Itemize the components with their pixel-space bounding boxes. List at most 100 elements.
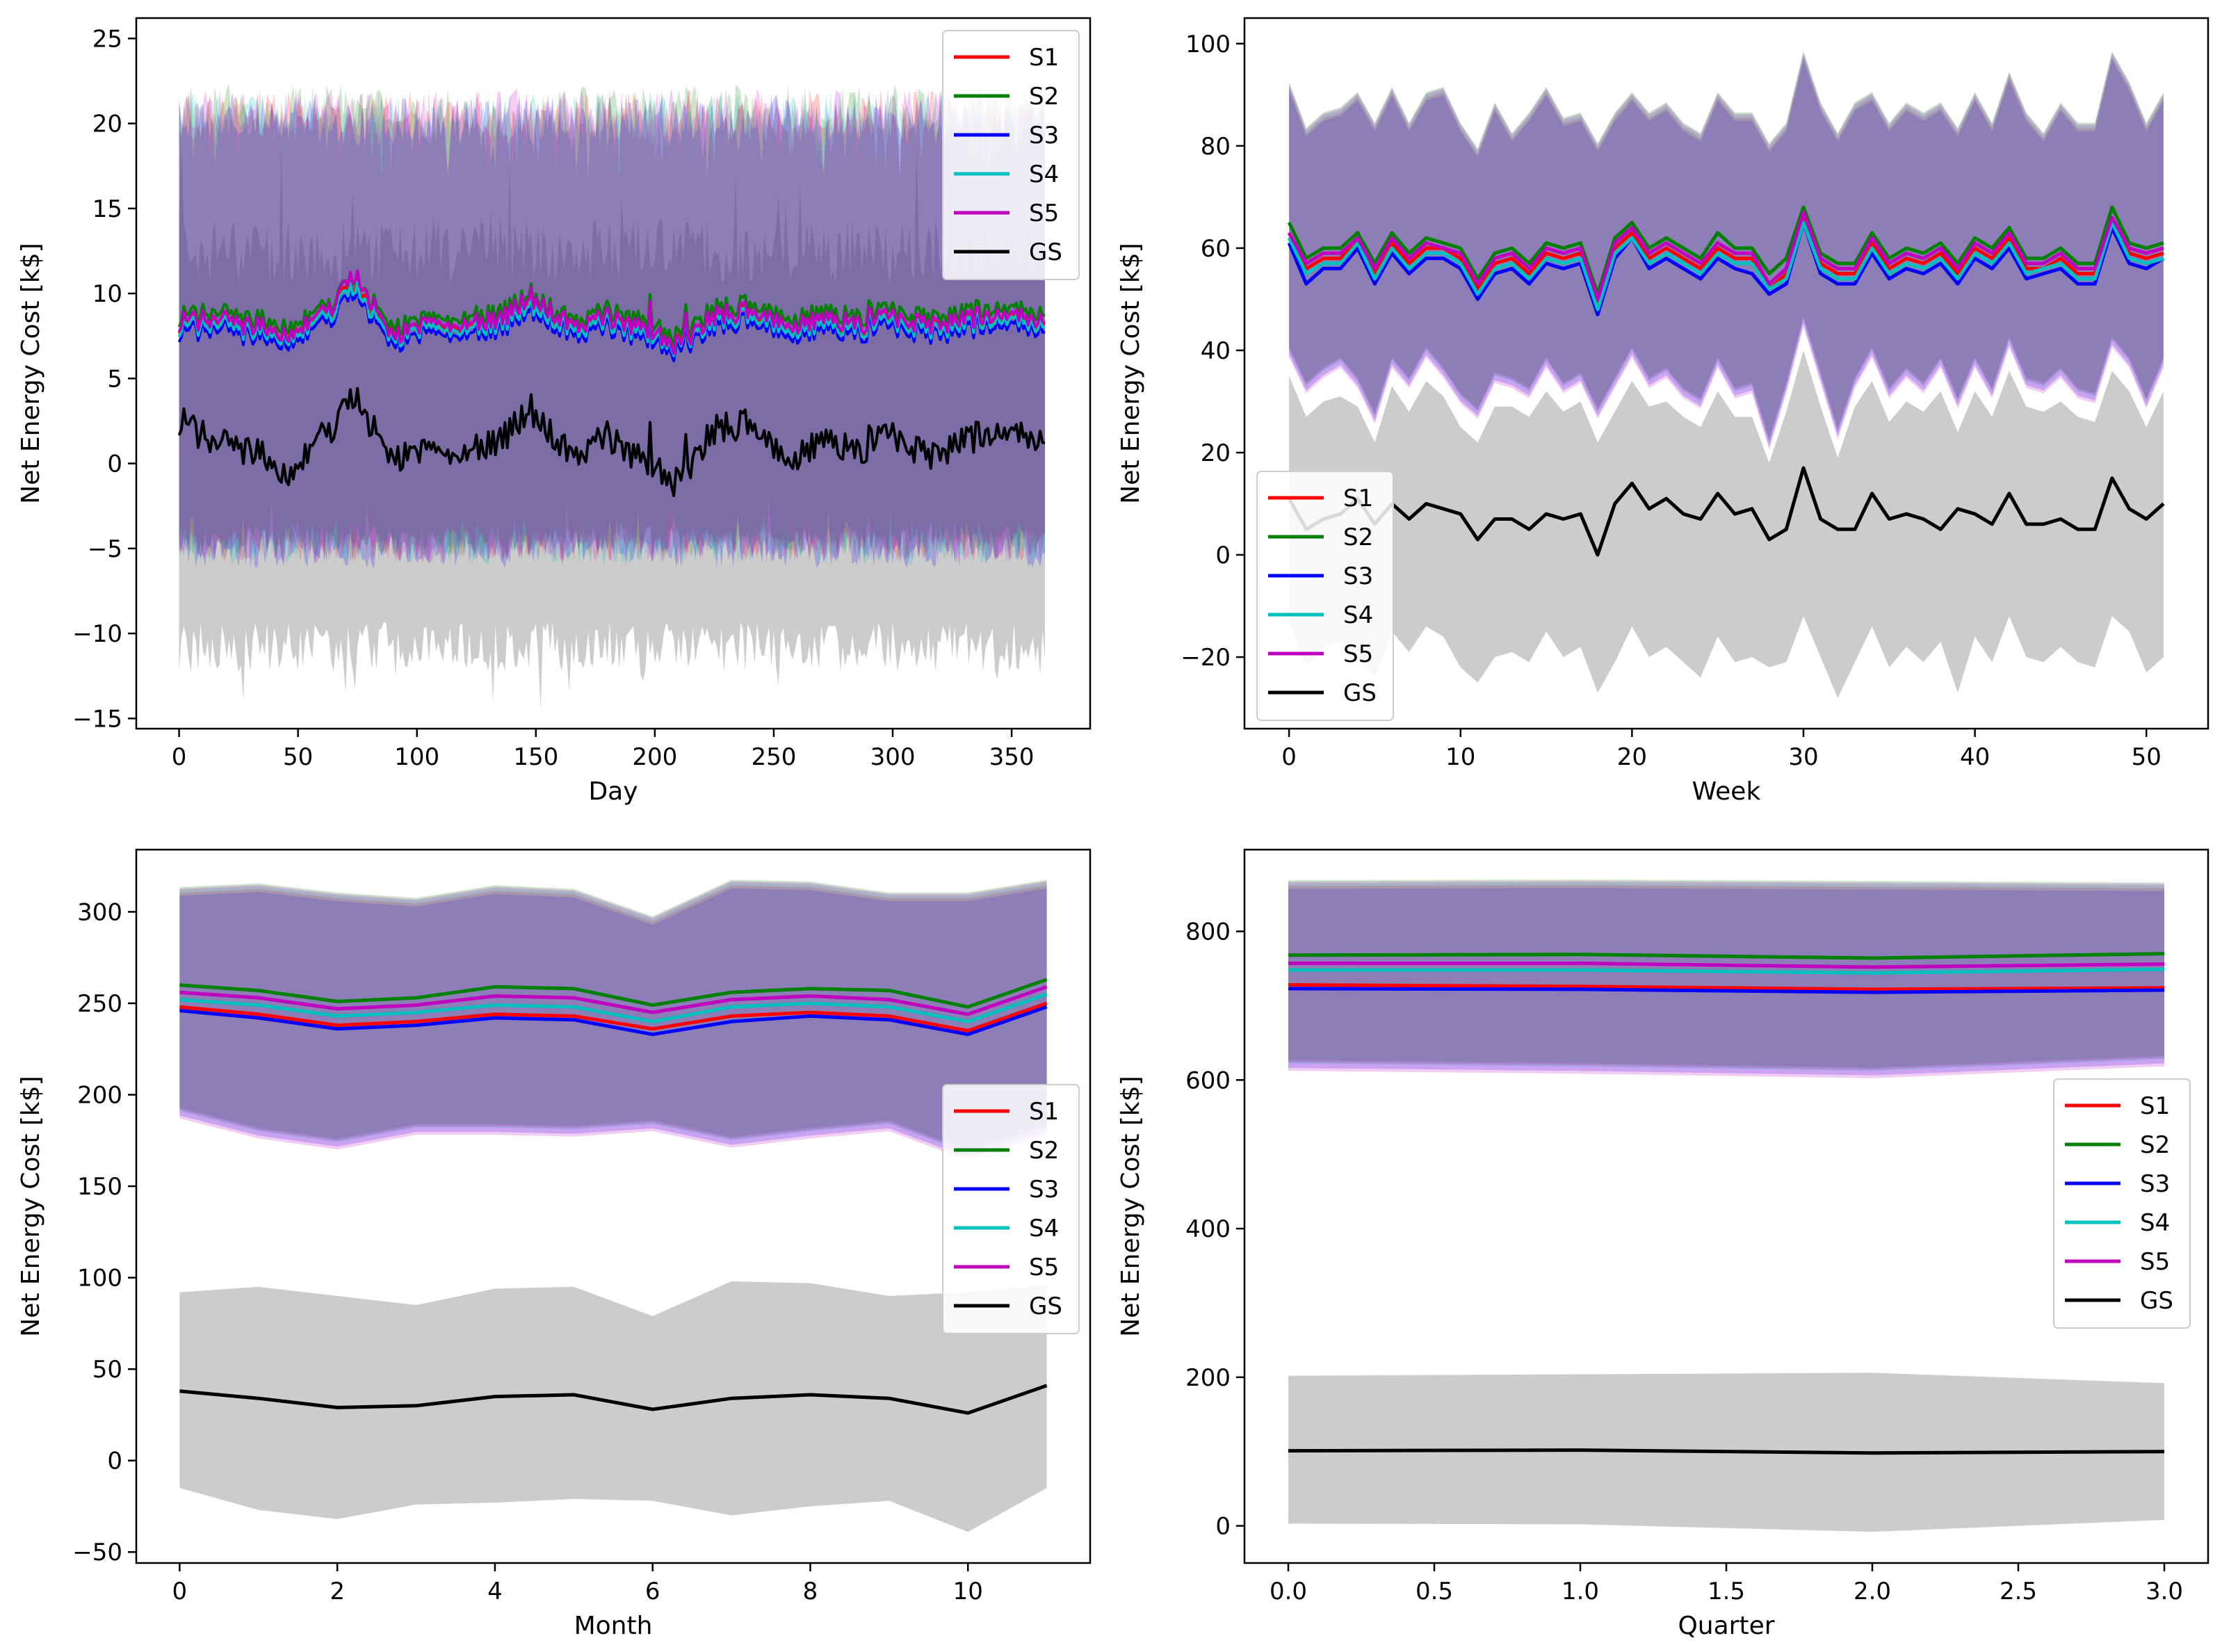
y-tick-label: 15 xyxy=(92,195,122,223)
series-line-s4 xyxy=(1288,967,2165,975)
legend-label-s5: S5 xyxy=(2140,1248,2170,1276)
x-tick-label: 0 xyxy=(1281,743,1297,771)
x-tick-label: 4 xyxy=(487,1578,503,1605)
band-s5 xyxy=(1288,880,2164,1078)
legend-label-s1: S1 xyxy=(1343,485,1373,512)
series-line-s2 xyxy=(1288,952,2165,960)
y-axis-label: Net Energy Cost [k$] xyxy=(17,243,45,503)
y-tick-label: 0 xyxy=(1215,1513,1231,1541)
x-tick-label: 50 xyxy=(283,743,313,771)
x-tick-label: 2.5 xyxy=(2000,1578,2037,1605)
series-line-s5 xyxy=(179,985,1048,1017)
x-axis-label: Day xyxy=(588,777,638,806)
x-tick-label: 1.0 xyxy=(1562,1578,1599,1605)
y-tick-label: 100 xyxy=(1185,31,1231,58)
x-tick-label: 2.0 xyxy=(1854,1578,1891,1605)
legend-label-s4: S4 xyxy=(1343,601,1373,629)
legend-label-s1: S1 xyxy=(1029,44,1059,72)
legend-label-s4: S4 xyxy=(1029,161,1059,188)
band-s1 xyxy=(1288,885,2164,1070)
y-tick-label: 40 xyxy=(1201,337,1231,365)
chart-3: 0 2 4 6 8 10 −50 0 50 100 150 200 250 300 Month Net Ene… xyxy=(17,848,1092,1640)
legend-label-s2: S2 xyxy=(1343,524,1373,551)
band-s4 xyxy=(1288,882,2164,1071)
band-s2 xyxy=(1288,879,2164,1068)
legend-label-gs: GS xyxy=(1343,679,1377,707)
series-line-s4 xyxy=(177,280,1046,357)
y-tick-label: 800 xyxy=(1185,918,1231,946)
series-line-s3 xyxy=(1287,220,2165,316)
series-line-gs xyxy=(179,1384,1048,1415)
series-line-s1 xyxy=(179,1001,1048,1032)
legend-label-s4: S4 xyxy=(1029,1215,1059,1242)
y-tick-label: 100 xyxy=(77,1265,122,1293)
series-line-s3 xyxy=(177,286,1046,363)
y-tick-label: 600 xyxy=(1185,1067,1231,1094)
x-axis-label: Week xyxy=(1692,777,1761,806)
series-line-s2 xyxy=(179,978,1048,1009)
legend: S1 S2 S3 S4 S5 GS xyxy=(2053,1078,2191,1329)
legend: S1 S2 S3 S4 S5 GS xyxy=(1256,471,1394,721)
y-tick-label: −15 xyxy=(72,705,122,733)
y-tick-label: 0 xyxy=(107,1448,122,1475)
legend: S1 S2 S3 S4 S5 GS xyxy=(942,30,1080,280)
band-s5 xyxy=(1289,52,2164,450)
x-tick-label: 350 xyxy=(989,743,1035,771)
legend-label-s3: S3 xyxy=(1029,122,1059,149)
x-axis-label: Month xyxy=(574,1612,653,1640)
y-tick-label: 50 xyxy=(92,1356,122,1384)
x-tick-label: 0.0 xyxy=(1270,1578,1307,1605)
legend: S1 S2 S3 S4 S5 GS xyxy=(942,1084,1080,1334)
series-line-gs xyxy=(1287,466,2165,557)
y-tick-label: 80 xyxy=(1201,133,1231,161)
x-tick-label: 30 xyxy=(1788,743,1818,771)
plot-frame xyxy=(135,848,1092,1564)
series-line-s5 xyxy=(177,269,1046,355)
series-line-gs xyxy=(1288,1448,2165,1455)
band-s1 xyxy=(179,885,1047,1152)
y-tick-label: −50 xyxy=(72,1539,122,1566)
x-axis-label: Quarter xyxy=(1678,1612,1774,1640)
y-tick-label: −20 xyxy=(1181,644,1231,672)
x-tick-label: 200 xyxy=(632,743,677,771)
x-tick-label: 40 xyxy=(1960,743,1990,771)
y-tick-label: 5 xyxy=(107,365,122,393)
x-tick-label: 150 xyxy=(513,743,558,771)
y-tick-label: −5 xyxy=(88,535,122,563)
x-tick-label: 3.0 xyxy=(2146,1578,2183,1605)
series-line-s5 xyxy=(1288,962,2165,969)
y-tick-label: 10 xyxy=(92,280,122,308)
series-line-s4 xyxy=(179,992,1048,1023)
x-tick-label: 250 xyxy=(751,743,796,771)
y-tick-label: 400 xyxy=(1185,1215,1231,1243)
legend-label-s1: S1 xyxy=(1029,1098,1059,1126)
legend-box xyxy=(1256,471,1394,721)
legend-label-s2: S2 xyxy=(2140,1131,2170,1159)
x-tick-label: 300 xyxy=(870,743,916,771)
y-tick-label: 300 xyxy=(77,898,122,926)
band-s3 xyxy=(1288,888,2164,1076)
x-tick-label: 100 xyxy=(394,743,439,771)
x-tick-label: 20 xyxy=(1617,743,1647,771)
y-tick-label: 0 xyxy=(1215,542,1231,569)
y-tick-label: 200 xyxy=(1185,1364,1231,1392)
y-tick-label: 60 xyxy=(1201,235,1231,263)
series-line-gs xyxy=(177,387,1046,497)
y-axis-label: Net Energy Cost [k$] xyxy=(1117,243,1145,503)
series-line-s2 xyxy=(1287,205,2164,296)
band-s2 xyxy=(1289,51,2164,439)
plot-area xyxy=(1287,51,2165,698)
y-axis-label: Net Energy Cost [k$] xyxy=(17,1076,45,1336)
y-tick-label: −10 xyxy=(72,620,122,648)
x-tick-label: 6 xyxy=(645,1578,660,1605)
x-tick-label: 2 xyxy=(330,1578,345,1605)
legend-label-s5: S5 xyxy=(1029,1254,1059,1281)
legend-label-s2: S2 xyxy=(1029,1137,1059,1165)
y-tick-label: 20 xyxy=(1201,439,1231,467)
band-gs xyxy=(1289,350,2164,698)
legend-box xyxy=(2053,1078,2191,1329)
series-line-s3 xyxy=(179,1005,1048,1037)
x-tick-label: 50 xyxy=(2132,743,2162,771)
y-tick-label: 25 xyxy=(92,25,122,53)
